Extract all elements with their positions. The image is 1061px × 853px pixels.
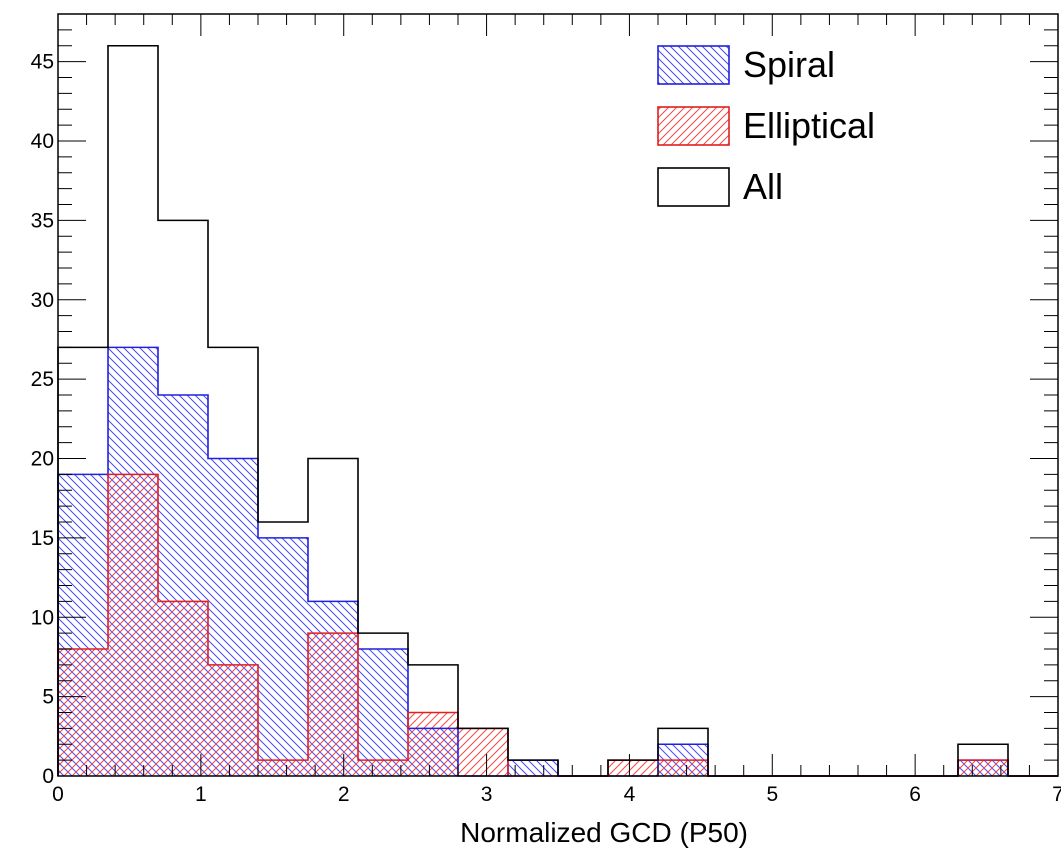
elliptical-bar — [408, 712, 458, 776]
x-tick-label: 2 — [338, 783, 350, 806]
elliptical-bar — [208, 664, 258, 776]
y-tick-label: 20 — [31, 448, 54, 471]
x-tick-label: 6 — [909, 783, 921, 806]
elliptical-bar — [958, 760, 1008, 776]
elliptical-bar — [308, 633, 358, 776]
elliptical-bar — [358, 760, 408, 776]
spiral-bar — [508, 760, 558, 776]
elliptical-bar — [608, 760, 658, 776]
x-tick-label: 3 — [481, 783, 493, 806]
legend-swatch-elliptical — [657, 106, 730, 146]
legend: Spiral Elliptical All — [657, 44, 875, 207]
histogram-fills — [58, 347, 1008, 776]
y-tick-label: 10 — [31, 606, 54, 629]
axis-ticks — [57, 13, 1059, 777]
legend-swatch-spiral — [657, 45, 730, 85]
x-tick-label: 5 — [766, 783, 778, 806]
y-tick-label: 35 — [31, 209, 54, 232]
x-tick-label: 1 — [195, 783, 207, 806]
y-tick-label: 5 — [42, 686, 54, 709]
elliptical-bar — [158, 601, 208, 776]
y-tick-labels: 0 5 10 15 20 25 30 35 40 45 — [31, 51, 54, 788]
y-tick-label: 30 — [31, 289, 54, 312]
x-tick-label: 7 — [1052, 783, 1061, 806]
y-tick-label: 25 — [31, 368, 54, 391]
x-axis-title: Normalized GCD (P50) — [460, 817, 748, 848]
y-tick-label: 45 — [31, 51, 54, 74]
legend-label-spiral: Spiral — [743, 44, 835, 85]
x-tick-label: 4 — [624, 783, 636, 806]
spiral-bar — [358, 649, 408, 776]
plot-frame — [57, 13, 1059, 777]
y-tick-label: 15 — [31, 527, 54, 550]
y-tick-label: 0 — [42, 765, 54, 788]
x-tick-label: 0 — [52, 783, 64, 806]
elliptical-bar — [658, 760, 708, 776]
elliptical-bar — [258, 760, 308, 776]
legend-label-elliptical: Elliptical — [743, 105, 875, 146]
legend-swatch-all — [657, 167, 730, 207]
elliptical-bar — [108, 474, 158, 776]
x-tick-labels: 0 1 2 3 4 5 6 7 — [52, 783, 1061, 806]
legend-label-all: All — [743, 166, 783, 207]
elliptical-bar — [458, 728, 508, 776]
y-tick-label: 40 — [31, 130, 54, 153]
spiral-bar — [258, 537, 308, 776]
